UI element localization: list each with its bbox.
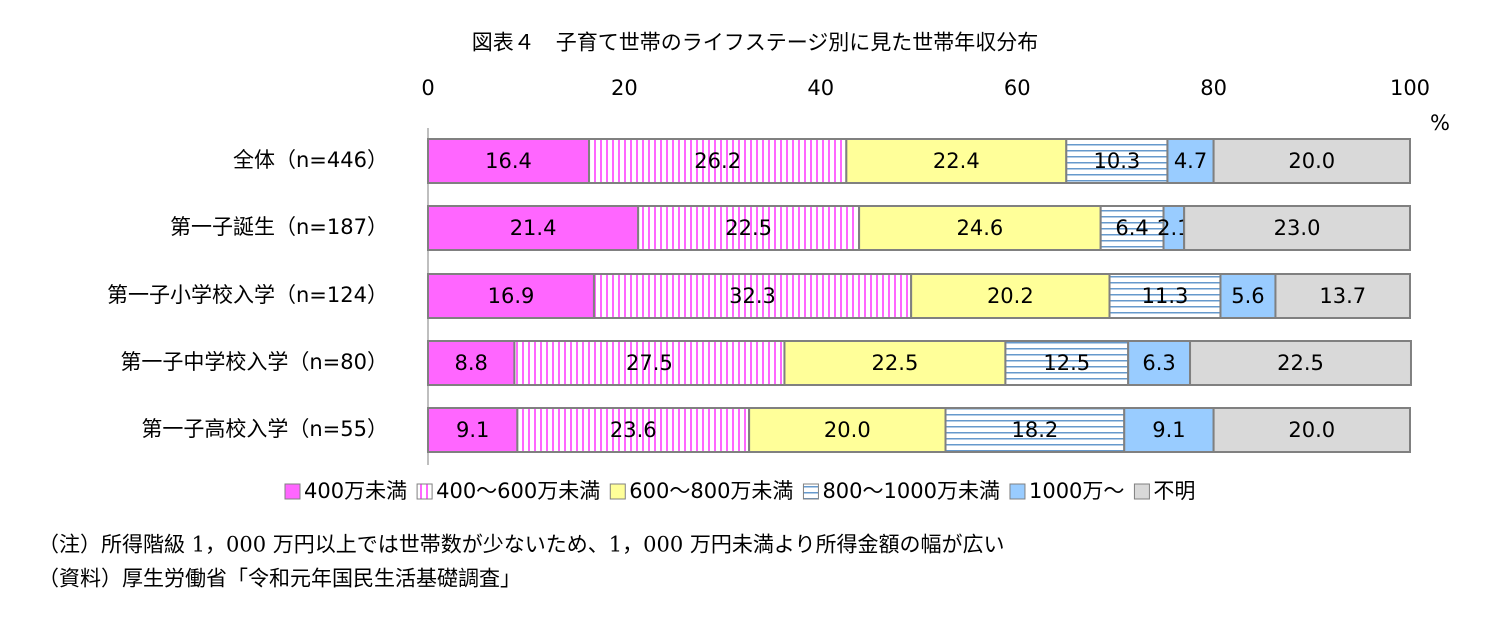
legend-label: 600～800万未満 <box>629 479 793 503</box>
x-tick-label: 60 <box>1004 76 1031 100</box>
category-label: 第一子高校入学（n=55） <box>141 417 388 441</box>
legend-label: 1000万～ <box>1029 479 1124 503</box>
bar-segment <box>1219 273 1277 319</box>
value-label: 11.3 <box>1142 284 1189 308</box>
legend-swatch <box>609 483 626 500</box>
value-label: 23.6 <box>610 418 657 442</box>
value-label: 12.5 <box>1043 351 1090 375</box>
bar-segment <box>513 340 786 386</box>
bar-segment <box>1004 340 1130 386</box>
value-label: 9.1 <box>456 418 489 442</box>
x-tick-label: 20 <box>611 76 638 100</box>
legend-label: 800～1000万未満 <box>822 479 1000 503</box>
bar-segment <box>1127 340 1192 386</box>
category-label: 第一子中学校入学（n=80） <box>120 350 388 374</box>
category-label: 第一子小学校入学（n=124） <box>107 283 388 307</box>
x-tick-label: 100 <box>1390 76 1430 100</box>
value-label: 16.4 <box>485 149 532 173</box>
value-label: 24.6 <box>957 216 1004 240</box>
value-label: 5.6 <box>1231 284 1264 308</box>
x-tick-label: 40 <box>807 76 834 100</box>
value-label: 16.9 <box>488 284 535 308</box>
value-label: 20.0 <box>1288 149 1335 173</box>
value-label: 22.5 <box>872 351 919 375</box>
bar-segment <box>783 340 1007 386</box>
category-label: 全体（n=446） <box>233 148 388 172</box>
value-label: 20.2 <box>987 284 1034 308</box>
value-label: 20.0 <box>1288 418 1335 442</box>
value-label: 18.2 <box>1011 418 1058 442</box>
bar-segment <box>748 407 947 453</box>
value-label: 21.4 <box>510 216 557 240</box>
bar-segment <box>588 138 848 184</box>
bar-segment <box>1183 205 1412 251</box>
value-label: 26.2 <box>694 149 741 173</box>
value-label: 6.4 <box>1115 216 1148 240</box>
note: （注）所得階級 1，000 万円以上では世帯数が少ないため、1，000 万円未満… <box>38 533 1005 557</box>
bar-segment <box>1099 205 1165 251</box>
value-label: 8.8 <box>455 351 488 375</box>
bar-segment <box>858 205 1102 251</box>
bar-segment <box>845 138 1068 184</box>
value-label: 13.7 <box>1319 284 1366 308</box>
legend-swatch <box>1133 483 1150 500</box>
bar-segment <box>1274 273 1411 319</box>
value-label: 22.5 <box>725 216 772 240</box>
value-label: 6.3 <box>1142 351 1175 375</box>
bar-segment <box>910 273 1111 319</box>
legend-label: 400～600万未満 <box>436 479 600 503</box>
value-label: 9.1 <box>1152 418 1185 442</box>
chart-title: 図表４ 子育て世帯のライフステージ別に見た世帯年収分布 <box>472 31 1039 55</box>
x-tick-label: 80 <box>1200 76 1227 100</box>
legend-label: 400万未満 <box>304 479 407 503</box>
bar-segment <box>592 273 913 319</box>
bar-segment <box>516 407 751 453</box>
category-label: 第一子誕生（n=187） <box>170 215 388 239</box>
value-label: 10.3 <box>1093 149 1140 173</box>
value-label: 22.4 <box>933 149 980 173</box>
bar-segment <box>1189 340 1412 386</box>
value-label: 32.3 <box>729 284 776 308</box>
note: （資料）厚生労働省「令和元年国民生活基礎調査」 <box>38 567 521 591</box>
value-label: 27.5 <box>626 351 673 375</box>
bar-segment <box>1212 138 1411 184</box>
bar-segment <box>427 407 519 453</box>
value-label: 20.0 <box>824 418 871 442</box>
value-label: 22.5 <box>1277 351 1324 375</box>
legend-swatch <box>416 483 433 500</box>
x-tick-label: 0 <box>421 76 434 100</box>
bar-segment <box>1212 407 1411 453</box>
value-label: 23.0 <box>1274 216 1321 240</box>
x-unit: % <box>1430 111 1450 135</box>
legend-swatch <box>284 483 301 500</box>
legend-swatch <box>802 483 819 500</box>
bar-segment <box>1123 407 1215 453</box>
value-label: 4.7 <box>1174 149 1207 173</box>
legend-label: 不明 <box>1153 479 1195 503</box>
legend-swatch <box>1009 483 1026 500</box>
